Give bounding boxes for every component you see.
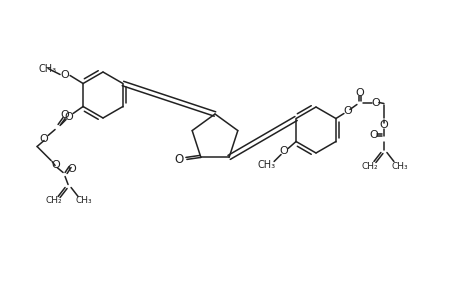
Text: O: O xyxy=(279,146,288,157)
Text: CH₂: CH₂ xyxy=(45,196,62,205)
Text: O: O xyxy=(355,88,364,98)
Text: CH₃: CH₃ xyxy=(76,196,92,205)
Text: O: O xyxy=(51,160,60,170)
Text: O: O xyxy=(343,106,352,116)
Text: O: O xyxy=(67,164,76,175)
Text: O: O xyxy=(39,134,48,143)
Text: CH₃: CH₃ xyxy=(38,64,56,74)
Text: O: O xyxy=(174,153,183,166)
Text: O: O xyxy=(61,70,69,80)
Text: O: O xyxy=(379,121,387,130)
Text: O: O xyxy=(371,98,380,107)
Text: O: O xyxy=(369,130,377,140)
Text: CH₃: CH₃ xyxy=(391,162,407,171)
Text: CH₂: CH₂ xyxy=(361,162,377,171)
Text: O: O xyxy=(61,110,69,121)
Text: O: O xyxy=(65,112,73,122)
Text: CH₃: CH₃ xyxy=(257,160,274,170)
